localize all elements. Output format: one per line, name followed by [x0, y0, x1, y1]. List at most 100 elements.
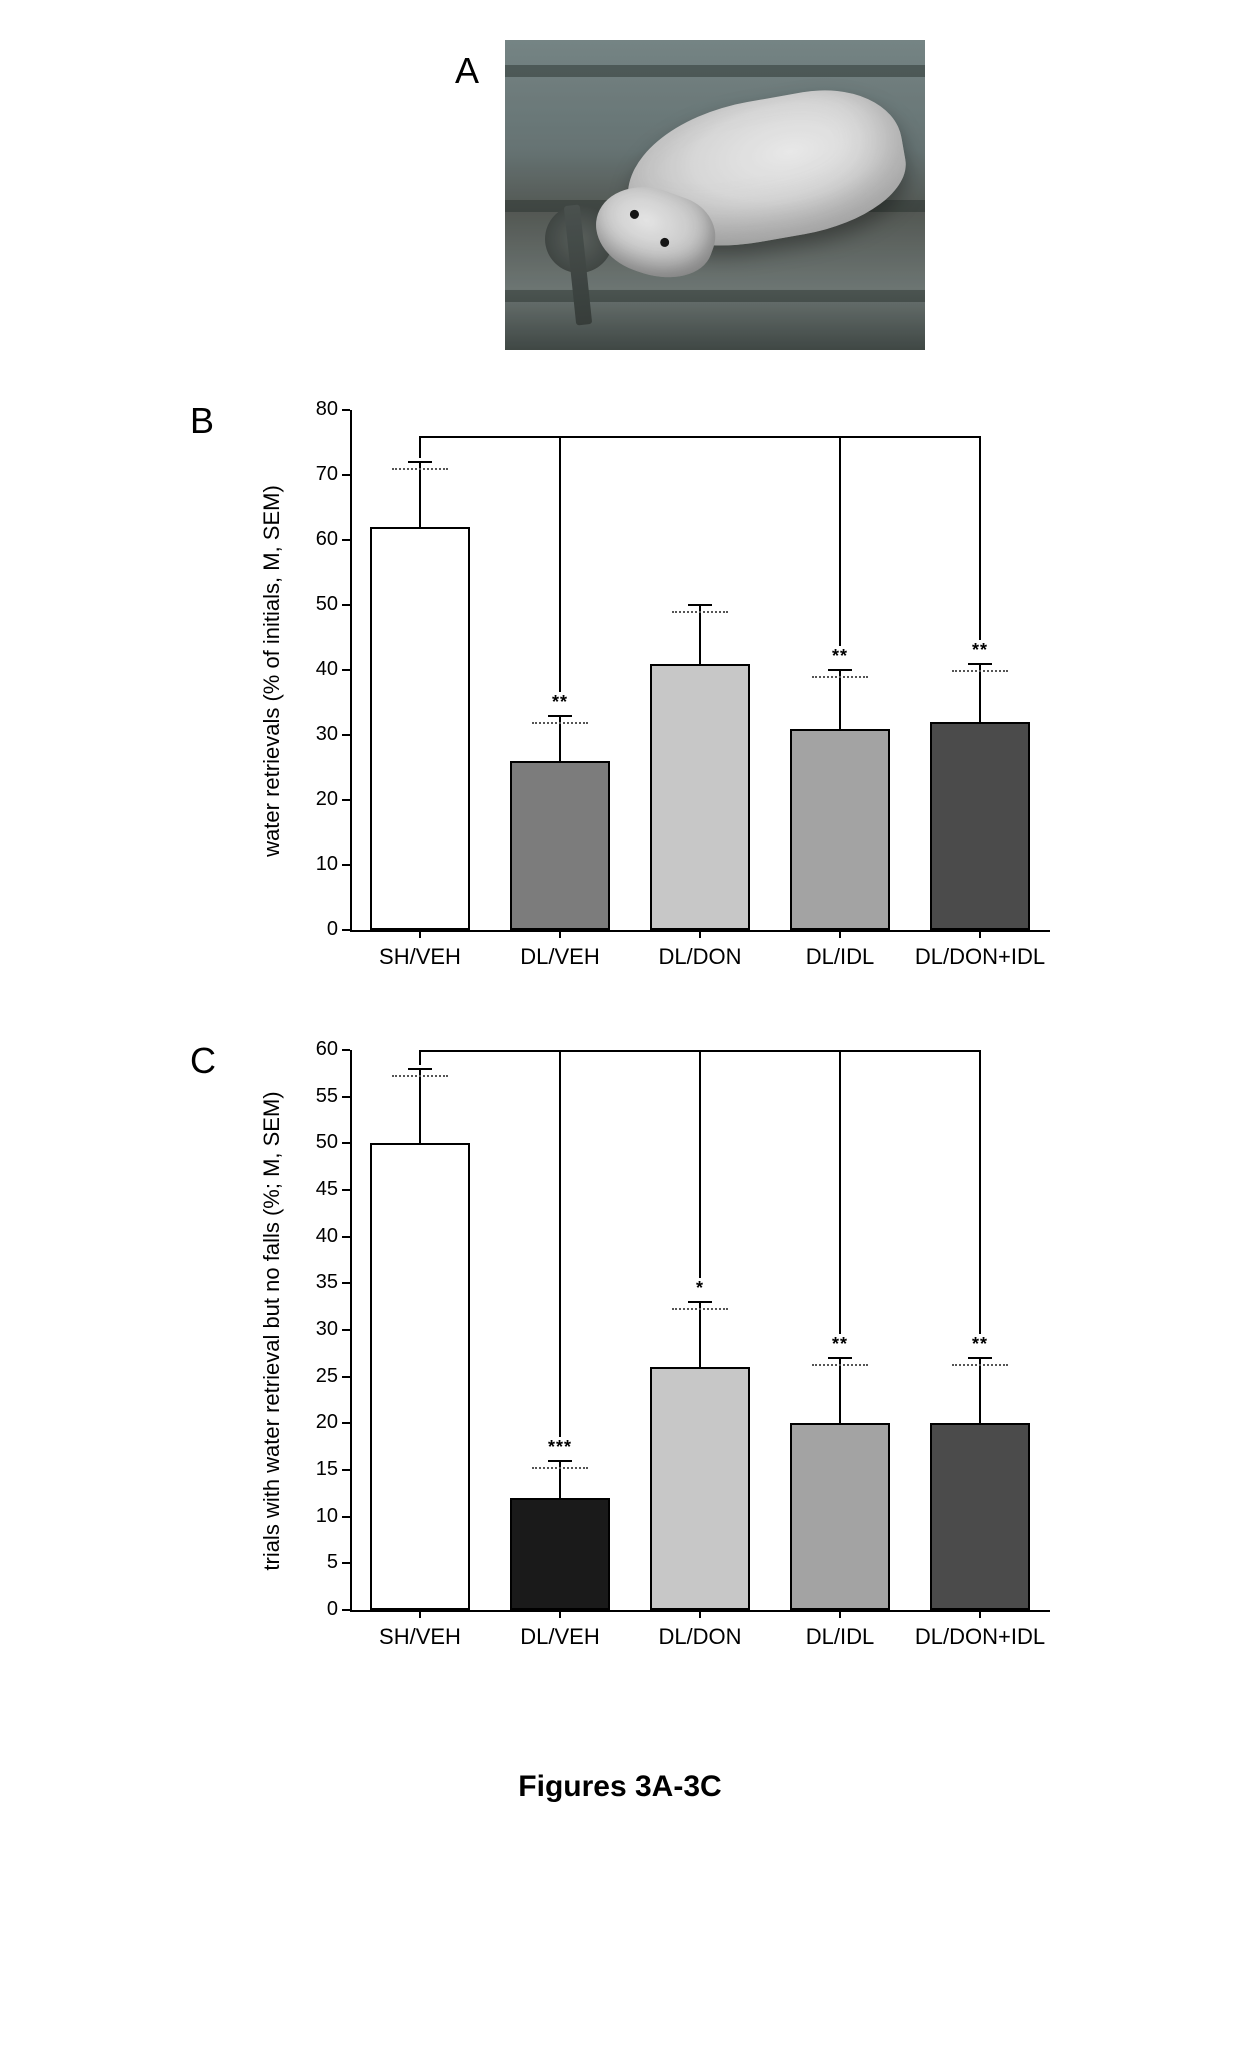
panel-a-photo — [505, 40, 925, 350]
error-bar — [839, 1358, 841, 1423]
x-tick — [979, 930, 981, 938]
bar — [370, 1143, 470, 1610]
y-tick — [342, 1376, 350, 1378]
error-cap — [968, 1357, 992, 1359]
y-tick-label: 0 — [298, 918, 338, 941]
error-dash — [672, 611, 728, 613]
significance-star: *** — [530, 1437, 590, 1458]
error-cap — [688, 604, 712, 606]
significance-star: ** — [950, 640, 1010, 661]
bar — [790, 729, 890, 931]
y-tick-label: 40 — [298, 1225, 338, 1248]
y-tick — [342, 1096, 350, 1098]
y-tick-label: 0 — [298, 1598, 338, 1621]
y-tick — [342, 1609, 350, 1611]
y-tick — [342, 929, 350, 931]
figure-caption: Figures 3A-3C — [518, 1770, 721, 1804]
error-cap — [968, 663, 992, 665]
y-tick — [342, 409, 350, 411]
panel-a: A — [455, 40, 925, 350]
y-tick — [342, 1329, 350, 1331]
error-dash — [812, 676, 868, 678]
error-dash — [392, 468, 448, 470]
sig-bracket-drop — [559, 436, 561, 692]
error-cap — [828, 1357, 852, 1359]
x-category-label: DL/DON — [625, 1624, 775, 1650]
y-tick-label: 30 — [298, 723, 338, 746]
x-tick — [979, 1610, 981, 1618]
error-dash — [812, 1364, 868, 1366]
bar — [510, 1498, 610, 1610]
error-dash — [952, 670, 1008, 672]
y-axis — [350, 1050, 352, 1610]
error-cap — [548, 715, 572, 717]
bar — [510, 761, 610, 930]
error-bar — [419, 462, 421, 527]
x-tick — [559, 930, 561, 938]
x-category-label: DL/DON+IDL — [905, 944, 1055, 970]
x-category-label: DL/IDL — [765, 1624, 915, 1650]
error-bar — [839, 670, 841, 729]
y-tick-label: 55 — [298, 1085, 338, 1108]
panel-c-label: C — [190, 1040, 230, 1082]
x-category-label: SH/VEH — [345, 944, 495, 970]
significance-star: ** — [530, 692, 590, 713]
x-category-label: DL/VEH — [485, 1624, 635, 1650]
x-category-label: DL/DON+IDL — [905, 1624, 1055, 1650]
x-tick — [419, 1610, 421, 1618]
panel-b-chart: water retrievals (% of initials, M, SEM)… — [240, 390, 1050, 990]
y-tick-label: 5 — [298, 1551, 338, 1574]
panel-b-label: B — [190, 400, 230, 442]
y-tick — [342, 1516, 350, 1518]
y-tick-label: 70 — [298, 463, 338, 486]
y-tick — [342, 1422, 350, 1424]
y-tick — [342, 799, 350, 801]
panel-a-label: A — [455, 50, 495, 92]
y-tick-label: 45 — [298, 1178, 338, 1201]
y-tick-label: 30 — [298, 1318, 338, 1341]
y-axis-label: water retrievals (% of initials, M, SEM) — [259, 411, 285, 931]
x-category-label: DL/DON — [625, 944, 775, 970]
y-tick — [342, 1282, 350, 1284]
x-tick — [839, 1610, 841, 1618]
error-bar — [419, 1069, 421, 1144]
y-tick — [342, 539, 350, 541]
y-tick-label: 40 — [298, 658, 338, 681]
sig-bracket-stem — [419, 436, 421, 458]
y-tick — [342, 1236, 350, 1238]
panel-c: C trials with water retrieval but no fal… — [190, 1030, 1050, 1670]
y-tick — [342, 474, 350, 476]
x-category-label: DL/IDL — [765, 944, 915, 970]
y-tick-label: 20 — [298, 788, 338, 811]
y-tick — [342, 1562, 350, 1564]
y-axis — [350, 410, 352, 930]
panel-b: B water retrievals (% of initials, M, SE… — [190, 390, 1050, 990]
panel-c-chart: trials with water retrieval but no falls… — [240, 1030, 1050, 1670]
y-tick-label: 60 — [298, 528, 338, 551]
error-bar — [699, 605, 701, 664]
y-tick-label: 50 — [298, 1131, 338, 1154]
error-cap — [548, 1460, 572, 1462]
sig-bracket-stem — [419, 1050, 421, 1065]
y-tick-label: 25 — [298, 1365, 338, 1388]
bar — [930, 1423, 1030, 1610]
significance-star: ** — [950, 1334, 1010, 1355]
sig-bracket-top — [420, 436, 980, 438]
y-tick — [342, 669, 350, 671]
error-dash — [392, 1075, 448, 1077]
bar — [370, 527, 470, 930]
error-dash — [952, 1364, 1008, 1366]
sig-bracket-drop — [979, 1050, 981, 1334]
error-bar — [699, 1302, 701, 1367]
error-cap — [828, 669, 852, 671]
error-bar — [979, 1358, 981, 1423]
y-tick — [342, 604, 350, 606]
sig-bracket-drop — [979, 436, 981, 640]
bar — [650, 664, 750, 931]
y-tick — [342, 1049, 350, 1051]
sig-bracket-drop — [839, 436, 841, 646]
y-tick — [342, 864, 350, 866]
y-tick-label: 35 — [298, 1271, 338, 1294]
error-dash — [532, 722, 588, 724]
y-tick — [342, 1189, 350, 1191]
